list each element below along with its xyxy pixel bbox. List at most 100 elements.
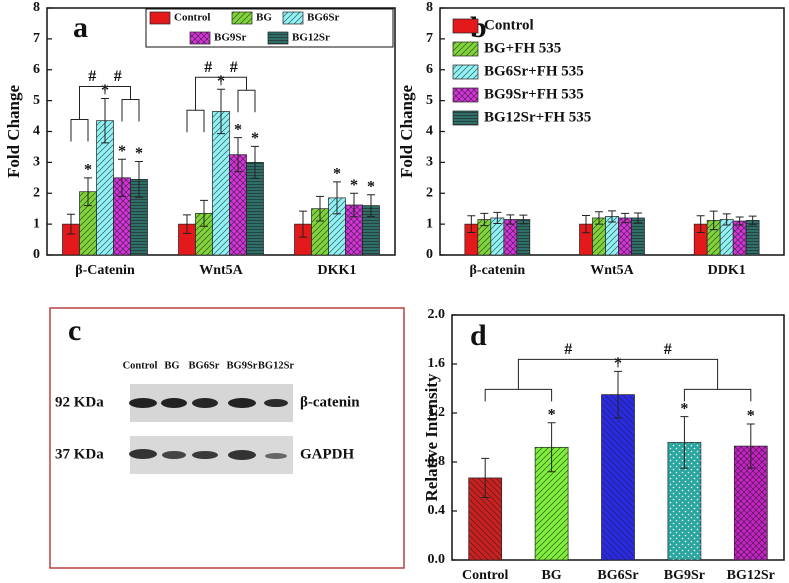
- y-tick-label: 6: [33, 62, 40, 77]
- lane-label: BG12Sr: [258, 360, 295, 371]
- y-tick-label: 1.6: [428, 356, 446, 371]
- error-bar: [709, 210, 718, 231]
- bar: [745, 220, 760, 256]
- significance-star: *: [680, 400, 688, 417]
- blot-lane-labels: Control BG BG6Sr BG9Sr BG12Sr: [123, 360, 295, 371]
- panel-label: a: [73, 11, 88, 44]
- bar: [516, 219, 531, 256]
- error-bar: [595, 211, 603, 225]
- band: [161, 398, 187, 408]
- error-bar: [467, 215, 476, 233]
- y-axis-title: Fold Change: [4, 85, 23, 178]
- lane-label: BG: [164, 360, 179, 371]
- y-tick-label: 2: [426, 185, 433, 200]
- legend-swatch: [452, 18, 479, 34]
- legend-swatch: [282, 11, 304, 25]
- bar: [618, 217, 632, 256]
- error-bar: [299, 210, 307, 238]
- x-tick-label: BG6Sr: [597, 568, 638, 583]
- y-tick-label: 1: [426, 216, 433, 231]
- y-tick-label: 0.8: [428, 454, 446, 469]
- legend-label: BG9Sr+FH 535: [484, 86, 584, 102]
- error-bar: [480, 212, 489, 227]
- legend-swatch: [452, 87, 479, 103]
- lane-label: Control: [123, 360, 158, 371]
- error-bar: [634, 212, 642, 224]
- significance-bracket: [220, 76, 256, 113]
- legend-swatch: [452, 41, 479, 57]
- error-bar: [696, 215, 705, 233]
- band: [129, 449, 157, 459]
- error-bar: [200, 199, 208, 227]
- panel-label: c: [68, 314, 81, 347]
- band: [265, 453, 287, 459]
- x-tick-label: BG12Sr: [727, 568, 775, 583]
- significance-star: *: [367, 178, 375, 195]
- band: [192, 451, 218, 459]
- x-tick-label: Wnt5A: [590, 263, 634, 278]
- lane-label: BG9Sr: [227, 360, 258, 371]
- significance-star: *: [84, 161, 92, 178]
- x-tick-label: DKK1: [318, 263, 357, 278]
- error-bar: [608, 210, 616, 223]
- y-tick-label: 1.2: [428, 405, 446, 420]
- y-tick-label: 0: [33, 247, 40, 262]
- y-axis-title: Relative Intensity: [422, 373, 441, 501]
- legend-label: Control: [174, 12, 210, 24]
- significance-star: *: [135, 145, 143, 162]
- error-bar: [735, 216, 744, 226]
- error-bar: [493, 211, 502, 225]
- significance-label: #: [88, 68, 96, 85]
- blot-protein-label: GAPDH: [300, 446, 354, 462]
- y-tick-label: 8: [33, 0, 40, 15]
- blot-size-label: 92 KDa: [55, 394, 104, 410]
- blot-size-label: 37 KDa: [55, 446, 104, 462]
- significance-bracket: [484, 358, 619, 402]
- error-bar: [614, 370, 622, 419]
- y-tick-label: 0.4: [428, 503, 446, 518]
- band: [228, 450, 256, 460]
- x-tick-label: Control: [462, 568, 509, 583]
- legend-swatch: [149, 11, 171, 25]
- significance-star: *: [747, 408, 755, 425]
- error-bar: [722, 213, 731, 226]
- y-tick-label: 3: [33, 155, 40, 170]
- y-tick-label: 7: [426, 31, 433, 46]
- band: [228, 398, 256, 408]
- error-bar: [118, 158, 126, 197]
- band: [264, 399, 288, 407]
- y-tick-label: 0: [426, 247, 433, 262]
- y-tick-label: 3: [426, 155, 433, 170]
- y-tick-label: 2: [33, 185, 40, 200]
- legend-label: BG9Sr: [214, 32, 247, 44]
- band: [129, 398, 157, 408]
- panel-label: d: [470, 319, 487, 352]
- error-bar: [67, 213, 75, 235]
- error-bar: [84, 177, 92, 207]
- error-bar: [234, 137, 242, 173]
- significance-label: #: [114, 68, 122, 85]
- error-bar: [582, 214, 590, 234]
- error-bar: [519, 214, 528, 225]
- error-bar: [680, 416, 689, 469]
- legend-label: BG12Sr+FH 535: [484, 109, 591, 125]
- error-bar: [746, 423, 755, 469]
- legend-label: Control: [484, 17, 534, 33]
- significance-label: #: [664, 341, 672, 358]
- error-bar: [251, 145, 259, 179]
- significance-label: #: [564, 341, 572, 358]
- significance-star: *: [548, 406, 556, 423]
- blot-bands: [129, 398, 288, 460]
- legend-label: BG12Sr: [292, 32, 330, 44]
- significance-bracket: [104, 85, 140, 122]
- significance-star: *: [118, 143, 126, 160]
- significance-star: *: [350, 177, 358, 194]
- error-bar: [350, 192, 358, 218]
- legend-swatch: [267, 31, 289, 45]
- error-bar: [183, 214, 191, 234]
- lane-label: BG6Sr: [189, 360, 220, 371]
- significance-star: *: [251, 130, 259, 147]
- error-bar: [367, 194, 375, 217]
- y-tick-label: 7: [33, 31, 40, 46]
